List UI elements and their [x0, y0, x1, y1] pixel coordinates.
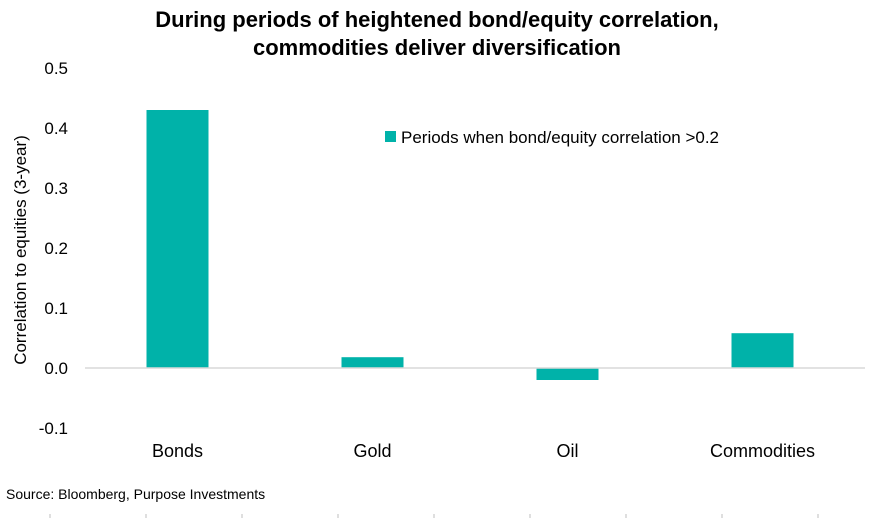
x-category-label: Bonds — [152, 441, 203, 461]
legend-swatch — [385, 131, 396, 142]
x-category-label: Gold — [353, 441, 391, 461]
chart-title: During periods of heightened bond/equity… — [0, 6, 874, 62]
x-axis-categories: Bonds Gold Oil Commodities — [152, 441, 815, 461]
x-category-label: Oil — [557, 441, 579, 461]
y-tick-label: 0.5 — [44, 59, 68, 78]
y-tick-label: 0.0 — [44, 359, 68, 378]
bottom-ticks — [49, 514, 819, 518]
bar-oil — [536, 368, 599, 380]
y-tick-label: 0.2 — [44, 239, 68, 258]
y-tick-label: 0.3 — [44, 179, 68, 198]
bar-commodities — [731, 333, 794, 368]
y-tick-label: -0.1 — [39, 419, 68, 438]
y-axis-label: Correlation to equities (3-year) — [11, 135, 30, 365]
y-tick-label: 0.4 — [44, 119, 68, 138]
source-note: Source: Bloomberg, Purpose Investments — [6, 486, 266, 502]
y-tick-label: 0.1 — [44, 299, 68, 318]
bar-gold — [341, 357, 404, 368]
chart-title-line-2: commodities deliver diversification — [252, 35, 621, 60]
y-axis-ticks: -0.1 0.0 0.1 0.2 0.3 0.4 0.5 — [39, 59, 68, 438]
legend-entry: Periods when bond/equity correlation >0.… — [401, 128, 719, 147]
bar-bonds — [146, 110, 209, 368]
legend: Periods when bond/equity correlation >0.… — [385, 128, 719, 147]
chart-title-line-1: During periods of heightened bond/equity… — [155, 7, 719, 32]
bars — [146, 110, 794, 380]
x-category-label: Commodities — [710, 441, 815, 461]
